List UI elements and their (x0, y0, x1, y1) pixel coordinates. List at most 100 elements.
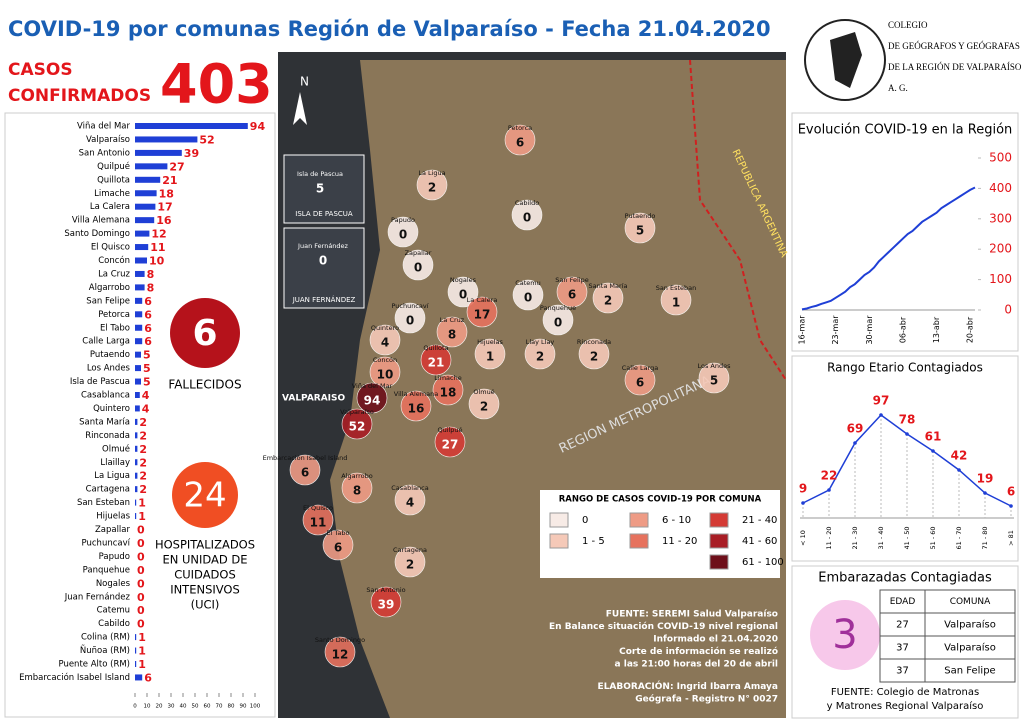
bar (135, 163, 168, 170)
commune-value: 5 (710, 374, 718, 388)
value-label: 39 (184, 147, 199, 160)
x-tick-label: 23-mar (831, 315, 840, 345)
value-label: 0 (137, 524, 145, 537)
pregnant-count: 3 (832, 612, 857, 658)
value-label: 2 (139, 429, 147, 442)
bar (135, 190, 157, 197)
commune-name: Quintero (371, 324, 399, 332)
category-label: Panquehue (83, 565, 130, 575)
bar (135, 634, 137, 641)
commune (578, 338, 610, 370)
commune-value: 52 (349, 420, 366, 434)
commune-name: Limache (434, 374, 461, 382)
value-label: 52 (199, 133, 214, 146)
panel-title: Evolución COVID-19 en la Región (798, 123, 1013, 138)
commune-value: 10 (377, 368, 394, 382)
commune-name: Putaendo (625, 212, 656, 220)
commune-name: Cabildo (515, 199, 539, 207)
x-tick-label: 80 (228, 704, 235, 710)
x-tick-label: 51 - 60 (929, 526, 937, 549)
point (827, 488, 831, 492)
point (931, 449, 935, 453)
commune-name: Concón (373, 356, 397, 364)
category-label: Santa María (79, 417, 130, 427)
table-cell: San Felipe (944, 666, 995, 677)
value-label: 0 (137, 537, 145, 550)
commune (466, 296, 498, 328)
commune-value: 4 (406, 496, 414, 510)
category-label: Putaendo (90, 350, 130, 360)
commune (420, 344, 452, 376)
commune-name: Rinconada (577, 338, 611, 346)
border (689, 59, 787, 381)
commune-name: Viña del Mar (352, 382, 393, 390)
commune (474, 338, 506, 370)
value-label: 0 (137, 577, 145, 590)
commune-name: Casablanca (391, 484, 428, 492)
commune (592, 282, 624, 314)
point (879, 413, 883, 417)
value-label: 4 (142, 389, 150, 402)
bar (135, 217, 155, 224)
x-tick-label: 70 (216, 704, 223, 710)
value-label: 11 (150, 241, 165, 254)
x-tick-label: 41 - 50 (903, 526, 911, 549)
commune-name: Algarrobo (341, 472, 373, 480)
x-tick-label: < 10 (799, 530, 807, 546)
commune-name: La Cruz (440, 316, 465, 324)
commune-value: 6 (636, 376, 644, 390)
icu-label: INTENSIVOS (170, 583, 240, 597)
value-label: 97 (873, 394, 890, 408)
bar (135, 297, 143, 304)
value-label: 6 (144, 335, 152, 348)
commune-value: 6 (334, 541, 342, 555)
commune-value: 16 (408, 402, 425, 416)
panel-title: Rango Etario Contagiados (827, 361, 983, 375)
commune-value: 5 (636, 224, 644, 238)
bar (135, 472, 138, 479)
table-row (879, 658, 1016, 683)
legend-label: 41 - 60 (742, 536, 777, 547)
value-label: 0 (137, 550, 145, 563)
commune (341, 472, 373, 504)
point (801, 501, 805, 505)
bar (135, 244, 149, 251)
value-label: 1 (138, 645, 146, 658)
line (802, 414, 1012, 507)
table-cell: Valparaíso (944, 619, 996, 631)
icu-value: 24 (183, 476, 226, 516)
icu-label: CUIDADOS (174, 568, 236, 582)
commune-value: 6 (301, 466, 309, 480)
bar (135, 338, 143, 345)
commune-name: Papudo (391, 216, 415, 224)
point (983, 491, 987, 495)
commune-name: San Felipe (555, 276, 588, 284)
bar (135, 230, 150, 237)
bar (135, 486, 138, 493)
commune (370, 586, 402, 618)
x-tick-label: 06-abr (898, 316, 907, 343)
value-label: 69 (847, 422, 864, 436)
bar (135, 647, 137, 654)
bar (135, 378, 141, 385)
value-label: 1 (138, 510, 146, 523)
commune-value: 11 (310, 516, 327, 530)
commune (394, 302, 426, 334)
commune (434, 426, 466, 458)
category-label: Limache (94, 189, 130, 199)
commune (400, 390, 432, 422)
value-label: 2 (139, 483, 147, 496)
bar (135, 176, 161, 183)
bar (135, 392, 140, 398)
bar (135, 432, 138, 439)
value-label: 0 (137, 604, 145, 617)
x-tick-label: 10 (144, 704, 151, 710)
value-label: 6 (144, 671, 152, 684)
commune (432, 374, 464, 406)
commune (660, 284, 692, 316)
commune (698, 362, 730, 394)
commune-value: 0 (406, 314, 414, 328)
commune-name: San Antonio (366, 586, 405, 594)
category-label: Concón (98, 255, 130, 266)
x-tick-label: 60 (204, 704, 211, 710)
